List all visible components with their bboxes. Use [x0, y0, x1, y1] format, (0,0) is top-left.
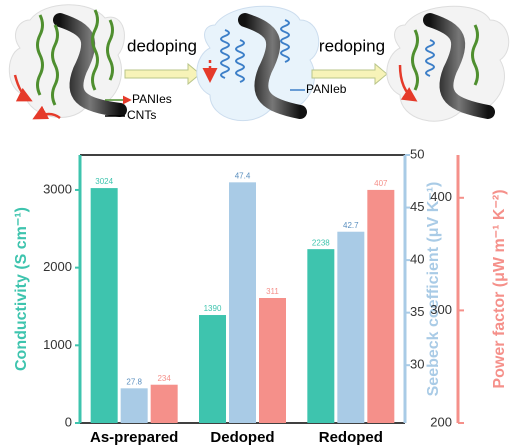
data-label: 2238	[312, 238, 330, 247]
schematic: dedoping redoping PANIes CNTs PANIeb	[8, 4, 510, 122]
cnt-tube	[238, 13, 307, 119]
bar	[259, 298, 286, 423]
panies-chains	[411, 24, 479, 91]
process-arrow	[124, 62, 201, 86]
cnt-tube	[423, 13, 495, 119]
legend-label: PANIes	[132, 92, 172, 106]
y-tick-label: 1000	[43, 337, 72, 352]
y-tick-label: 2000	[43, 259, 72, 274]
arrow	[13, 74, 33, 102]
bar	[90, 188, 118, 423]
x-tick-label: Dedoped	[210, 429, 274, 446]
y-tick-label: 45	[410, 199, 424, 214]
x-tick-label: As-prepared	[90, 429, 178, 446]
y-tick-label: 3000	[43, 181, 72, 196]
y-tick-label: 0	[65, 414, 72, 429]
data-label: 311	[266, 287, 279, 296]
bar	[150, 384, 178, 423]
cnt-tube	[53, 13, 127, 117]
bar	[229, 182, 256, 423]
data-label: 1390	[204, 304, 222, 313]
bar	[337, 231, 365, 423]
y-tick-label: 50	[410, 146, 424, 161]
arrow	[32, 105, 61, 120]
step-label: redoping	[319, 36, 385, 55]
axis-title: Conductivity (S cm⁻¹)	[13, 207, 30, 371]
y-tick-label: 30	[410, 357, 424, 372]
bar	[367, 189, 395, 423]
data-label: 47.4	[235, 171, 251, 180]
data-label: 3024	[95, 177, 113, 186]
data-label: 407	[374, 179, 388, 188]
data-label: 42.7	[343, 221, 359, 230]
y-tick-label: 35	[410, 304, 424, 319]
y-tick-label: 40	[410, 252, 424, 267]
bar	[307, 249, 335, 423]
y-tick-label: 200	[430, 414, 452, 429]
legend-label: CNTs	[127, 108, 156, 122]
chart: 0 1000 2000 3000 Conductivity (S cm⁻¹) 30 35 40…	[13, 146, 508, 446]
bar	[199, 315, 226, 423]
axis-title: Seebeck coefficient (μV K⁻¹)	[425, 182, 442, 397]
data-label: 27.8	[126, 377, 142, 386]
y-tick-label: 400	[430, 189, 452, 204]
data-label: 234	[157, 374, 171, 383]
process-arrow	[311, 62, 388, 86]
y-tick-label: 300	[430, 302, 452, 317]
arrow	[398, 64, 418, 102]
legend-label: PANIeb	[306, 82, 347, 96]
step-label: dedoping	[127, 36, 197, 55]
panies-chains	[36, 9, 114, 106]
axis-title: Power factor (μW m⁻¹ K⁻²)	[491, 189, 508, 388]
bar	[120, 388, 148, 423]
panieb-coils	[220, 19, 290, 83]
x-tick-label: Redoped	[319, 429, 383, 446]
